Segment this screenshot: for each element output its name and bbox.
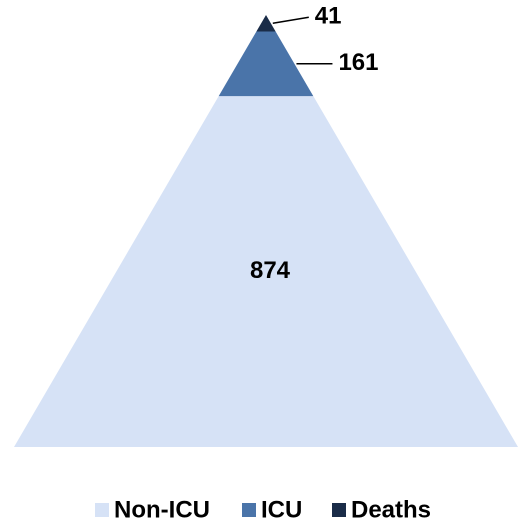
legend-label: Non-ICU [114, 496, 210, 523]
legend-swatch [242, 503, 256, 517]
pyramid-segment [14, 96, 518, 447]
legend-label: Deaths [351, 496, 431, 523]
value-label: 874 [250, 257, 291, 284]
value-label: 41 [315, 3, 342, 30]
leader-line [272, 16, 309, 24]
pyramid-segment [218, 31, 314, 97]
legend-label: ICU [261, 496, 302, 523]
legend-swatch [332, 503, 346, 517]
legend-swatch [95, 503, 109, 517]
value-label: 161 [338, 49, 378, 76]
pyramid-segment [256, 15, 276, 32]
